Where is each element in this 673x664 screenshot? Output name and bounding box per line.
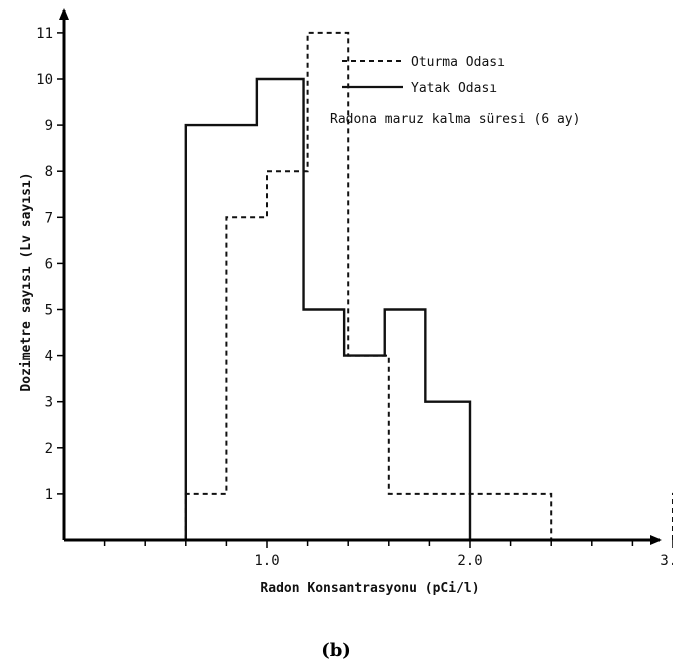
y-tick-label: 8: [45, 164, 53, 180]
bar-yatak: [257, 79, 304, 540]
y-tick-label: 10: [36, 72, 53, 88]
legend-label-yatak: Yatak Odası: [411, 81, 497, 96]
x-tick-label: 3.0: [660, 553, 673, 569]
bar-yatak: [385, 310, 426, 541]
series-layer: [184, 31, 673, 541]
y-tick-label: 6: [45, 256, 53, 272]
x-tick-label: 1.0: [254, 553, 279, 569]
y-tick-label: 1: [45, 487, 53, 503]
y-tick-label: 4: [45, 349, 53, 365]
bar-yatak: [186, 125, 257, 540]
bar-oturma: [308, 33, 349, 540]
series-oturma-step: [184, 31, 553, 540]
bar-oturma: [267, 171, 308, 540]
y-tick-label: 7: [45, 210, 53, 226]
ticks: 1 2 3 4 5 6 7 8 9 10 11 1.0 2.0 3.0: [36, 26, 673, 569]
series-yatak-step: [184, 77, 472, 540]
y-tick-label: 11: [36, 26, 53, 42]
y-tick-label: 2: [45, 441, 53, 457]
bar-yatak: [304, 310, 345, 541]
legend-label-oturma: Oturma Odası: [411, 55, 505, 70]
x-tick-label: 2.0: [457, 553, 482, 569]
y-axis-title: Dozimetre sayısı (Lv sayısı): [19, 172, 34, 391]
y-tick-label: 5: [45, 303, 53, 319]
figure-caption: (b): [321, 640, 351, 661]
x-axis-arrow: [650, 535, 662, 545]
axes: [59, 8, 662, 545]
bar-yatak: [425, 402, 470, 540]
y-tick-label: 3: [45, 395, 53, 411]
bar-yatak: [344, 356, 385, 540]
exposure-duration-annotation: Radona maruz kalma süresi (6 ay): [330, 112, 580, 127]
y-tick-label: 9: [45, 118, 53, 134]
bar-oturma: [226, 217, 267, 540]
bar-oturma: [186, 494, 227, 540]
x-axis-title: Radon Konsantrasyonu (pCi/l): [260, 581, 479, 596]
y-axis-arrow: [59, 8, 69, 20]
legend: Oturma Odası Yatak Odası: [342, 55, 505, 96]
bar-oturma: [348, 356, 389, 540]
